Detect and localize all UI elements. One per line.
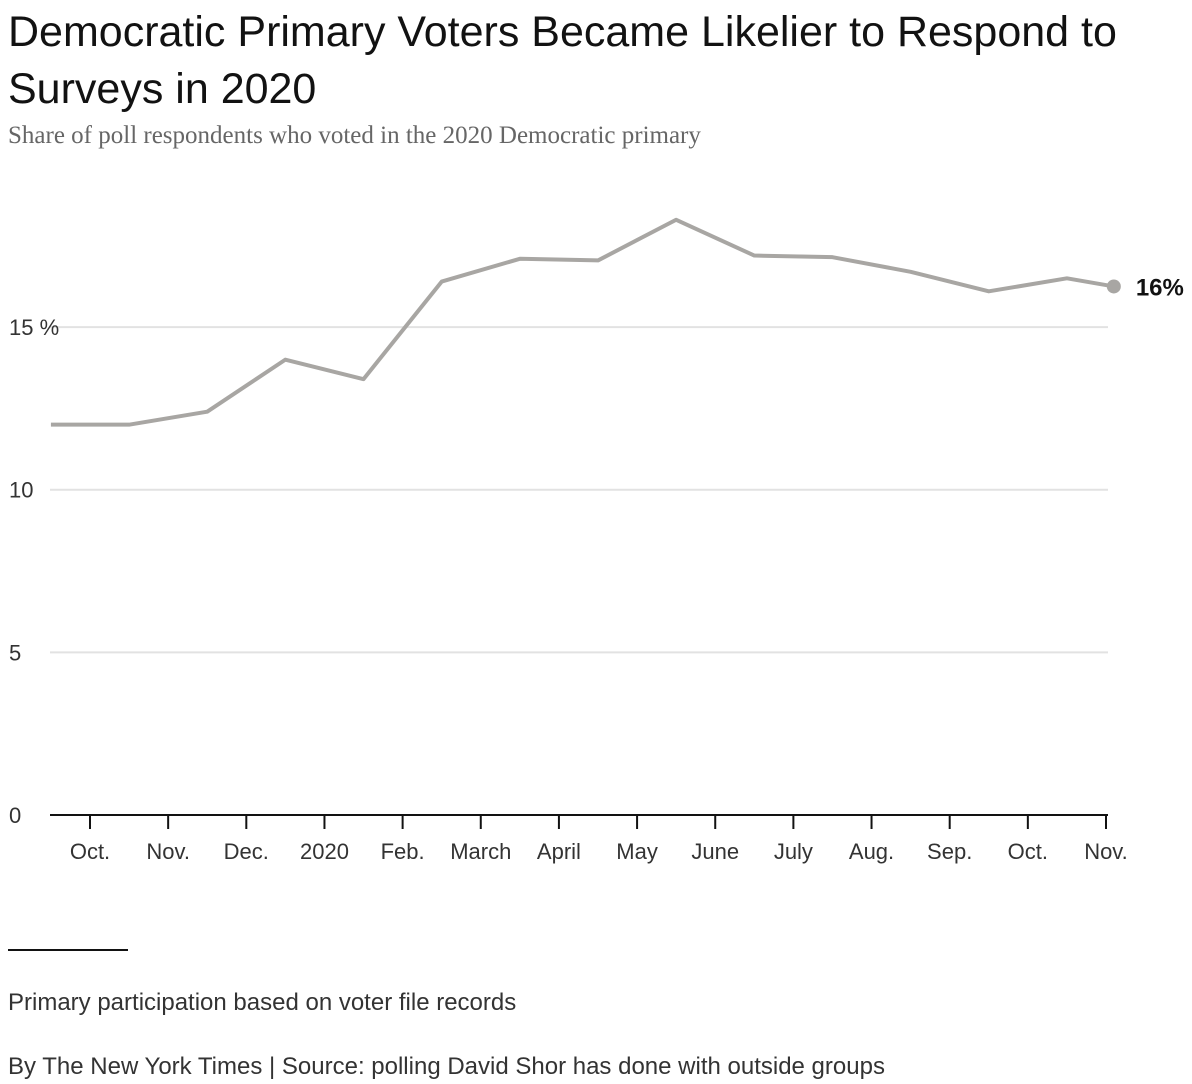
- y-tick-label-15: 15 %: [9, 315, 59, 340]
- x-tick-label: April: [537, 839, 581, 864]
- y-tick-label-10: 10: [9, 478, 33, 503]
- chart-subtitle: Share of poll respondents who voted in t…: [8, 120, 701, 152]
- x-tick-label: Oct.: [1008, 839, 1048, 864]
- footer-rule: [8, 949, 128, 951]
- x-tick-label: Oct.: [70, 839, 110, 864]
- gridlines: [50, 327, 1108, 652]
- chart-title: Democratic Primary Voters Became Likelie…: [8, 4, 1192, 118]
- line-chart: 0 5 10 15 % Oct. Nov. Dec. 2020 Feb. March April M…: [0, 160, 1192, 880]
- series-line: [51, 220, 1114, 425]
- end-value-label: 16%: [1136, 274, 1184, 301]
- x-tick-label: 2020: [300, 839, 349, 864]
- y-tick-label-5: 5: [9, 640, 21, 665]
- chart-note: Primary participation based on voter fil…: [8, 989, 516, 1017]
- x-tick-label: July: [774, 839, 813, 864]
- x-tick-label: Feb.: [381, 839, 425, 864]
- x-tick-label: June: [691, 839, 739, 864]
- x-tick-label: Nov.: [146, 839, 190, 864]
- x-axis: Oct. Nov. Dec. 2020 Feb. March April May June Jul…: [70, 815, 1128, 864]
- x-tick-label: March: [450, 839, 511, 864]
- y-tick-label-0: 0: [9, 803, 21, 828]
- y-axis-labels: 0 5 10 15 %: [9, 315, 59, 828]
- x-tick-label: Nov.: [1084, 839, 1128, 864]
- chart-credit: By The New York Times | Source: polling …: [8, 1053, 885, 1081]
- x-tick-label: Sep.: [927, 839, 972, 864]
- x-tick-label: Dec.: [224, 839, 269, 864]
- x-tick-label: Aug.: [849, 839, 894, 864]
- x-tick-label: May: [616, 839, 658, 864]
